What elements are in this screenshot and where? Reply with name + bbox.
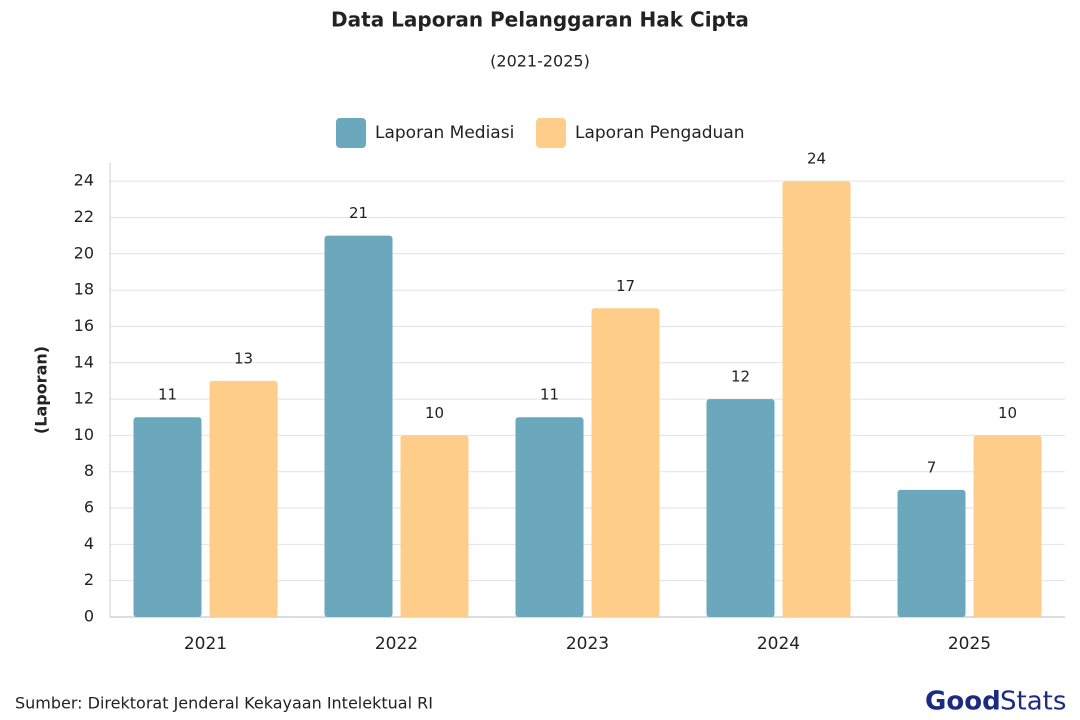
bar bbox=[209, 380, 278, 617]
y-axis-label: (Laporan) bbox=[32, 346, 51, 434]
source: Sumber: Direktorat Jenderal Kekayaan Int… bbox=[15, 694, 433, 713]
y-tick-label: 12 bbox=[74, 389, 94, 408]
y-tick-label: 18 bbox=[74, 280, 94, 299]
legend-label: Laporan Mediasi bbox=[375, 123, 514, 143]
x-tick-label: 2023 bbox=[566, 634, 609, 654]
legend-swatch bbox=[336, 118, 366, 148]
data-label: 7 bbox=[927, 458, 937, 476]
logo-good: Good bbox=[925, 687, 1001, 717]
y-tick-label: 24 bbox=[74, 171, 94, 190]
x-tick-label: 2022 bbox=[375, 634, 418, 654]
legend-label: Laporan Pengaduan bbox=[575, 123, 745, 143]
y-tick-label: 6 bbox=[84, 498, 94, 517]
x-tick-label: 2025 bbox=[948, 634, 991, 654]
data-label: 13 bbox=[234, 349, 253, 367]
bar bbox=[973, 435, 1042, 617]
bar bbox=[400, 435, 469, 617]
x-tick-label: 2021 bbox=[184, 634, 227, 654]
bar bbox=[133, 417, 202, 617]
bar bbox=[591, 308, 660, 617]
data-label: 17 bbox=[616, 277, 635, 295]
data-label: 10 bbox=[998, 404, 1017, 422]
chart-title: Data Laporan Pelanggaran Hak Cipta bbox=[331, 8, 749, 32]
chart-subtitle: (2021-2025) bbox=[490, 52, 590, 71]
bar bbox=[515, 417, 584, 617]
logo-stats: Stats bbox=[1000, 687, 1066, 717]
data-label: 21 bbox=[349, 204, 368, 222]
data-label: 11 bbox=[158, 386, 177, 404]
y-tick-label: 22 bbox=[74, 207, 94, 226]
data-label: 24 bbox=[807, 150, 826, 168]
y-tick-label: 16 bbox=[74, 316, 94, 335]
bar bbox=[897, 489, 966, 617]
y-tick-label: 20 bbox=[74, 243, 94, 262]
y-tick-label: 8 bbox=[84, 461, 94, 480]
y-tick-label: 4 bbox=[84, 534, 94, 553]
y-tick-label: 2 bbox=[84, 570, 94, 589]
bar bbox=[782, 181, 851, 617]
y-tick-label: 14 bbox=[74, 352, 94, 371]
data-label: 12 bbox=[731, 368, 750, 386]
legend-swatch bbox=[536, 118, 566, 148]
bar bbox=[324, 235, 393, 617]
data-label: 11 bbox=[540, 386, 559, 404]
bar bbox=[706, 399, 775, 617]
data-label: 10 bbox=[425, 404, 444, 422]
x-tick-label: 2024 bbox=[757, 634, 800, 654]
y-tick-label: 10 bbox=[74, 425, 94, 444]
y-tick-label: 0 bbox=[84, 607, 94, 626]
